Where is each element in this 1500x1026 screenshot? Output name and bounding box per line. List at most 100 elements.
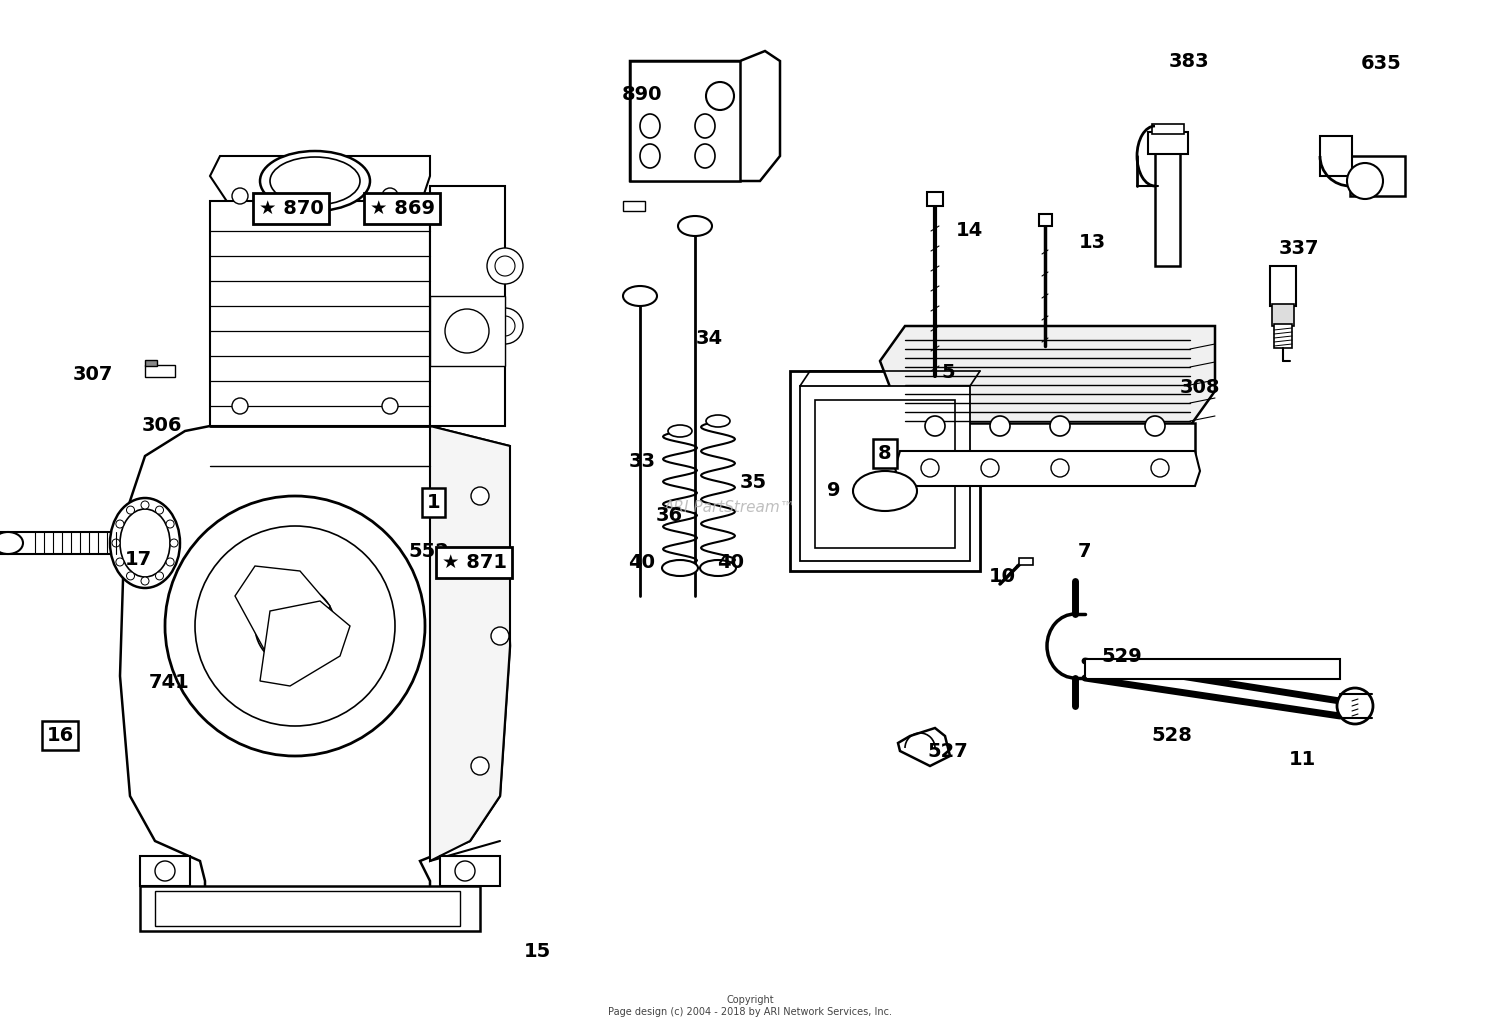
Bar bbox=[1148, 132, 1188, 154]
Circle shape bbox=[154, 861, 176, 881]
Polygon shape bbox=[260, 601, 350, 686]
Text: 15: 15 bbox=[524, 942, 550, 960]
Bar bbox=[1152, 124, 1184, 134]
Text: 528: 528 bbox=[1150, 726, 1192, 745]
Bar bbox=[140, 856, 190, 886]
Polygon shape bbox=[880, 326, 1215, 426]
Bar bbox=[1019, 558, 1034, 565]
Bar bbox=[140, 886, 480, 931]
Text: 890: 890 bbox=[621, 85, 663, 104]
Ellipse shape bbox=[678, 216, 712, 236]
Circle shape bbox=[1347, 163, 1383, 199]
Circle shape bbox=[166, 520, 174, 528]
Text: 1: 1 bbox=[426, 494, 441, 512]
Circle shape bbox=[488, 248, 524, 284]
Circle shape bbox=[166, 558, 174, 566]
Circle shape bbox=[141, 577, 148, 585]
Bar bbox=[1274, 324, 1292, 348]
Text: 40: 40 bbox=[717, 553, 744, 571]
Circle shape bbox=[116, 520, 124, 528]
Circle shape bbox=[1336, 688, 1372, 724]
Text: 5: 5 bbox=[940, 363, 956, 382]
Circle shape bbox=[1150, 459, 1168, 477]
Bar bbox=[630, 61, 740, 181]
Text: 14: 14 bbox=[956, 222, 982, 240]
Circle shape bbox=[488, 308, 524, 344]
Ellipse shape bbox=[706, 415, 730, 427]
Circle shape bbox=[126, 571, 135, 580]
Polygon shape bbox=[210, 156, 430, 206]
Text: 635: 635 bbox=[1360, 54, 1402, 73]
Text: 529: 529 bbox=[1101, 647, 1143, 666]
Text: ★ 870: ★ 870 bbox=[258, 199, 324, 218]
Ellipse shape bbox=[700, 560, 736, 576]
Text: 307: 307 bbox=[74, 365, 112, 384]
Bar bbox=[1155, 151, 1180, 266]
Ellipse shape bbox=[270, 157, 360, 205]
Text: 36: 36 bbox=[656, 506, 682, 524]
Circle shape bbox=[1144, 416, 1166, 436]
Text: Copyright
Page design (c) 2004 - 2018 by ARI Network Services, Inc.: Copyright Page design (c) 2004 - 2018 by… bbox=[608, 995, 892, 1017]
Ellipse shape bbox=[853, 471, 916, 511]
Circle shape bbox=[490, 627, 508, 645]
Polygon shape bbox=[236, 566, 330, 652]
Text: 308: 308 bbox=[1179, 379, 1221, 397]
Circle shape bbox=[158, 897, 182, 921]
Bar bbox=[146, 360, 158, 366]
Bar bbox=[790, 371, 980, 571]
Text: 16: 16 bbox=[46, 726, 74, 745]
Circle shape bbox=[427, 897, 451, 921]
Bar bbox=[430, 186, 506, 426]
Text: 337: 337 bbox=[1278, 239, 1320, 258]
Circle shape bbox=[495, 316, 514, 336]
Bar bbox=[154, 891, 460, 926]
Circle shape bbox=[328, 897, 352, 921]
Circle shape bbox=[141, 501, 148, 509]
Circle shape bbox=[156, 506, 164, 514]
Circle shape bbox=[170, 539, 178, 547]
Circle shape bbox=[471, 487, 489, 505]
Circle shape bbox=[232, 398, 248, 415]
Bar bbox=[430, 295, 506, 366]
Circle shape bbox=[706, 82, 734, 110]
Circle shape bbox=[454, 861, 476, 881]
Ellipse shape bbox=[110, 498, 180, 588]
Text: 17: 17 bbox=[124, 550, 152, 568]
Bar bbox=[146, 365, 176, 377]
Circle shape bbox=[446, 309, 489, 353]
Text: ★ 869: ★ 869 bbox=[369, 199, 435, 218]
Ellipse shape bbox=[640, 114, 660, 139]
Bar bbox=[1084, 659, 1340, 679]
Circle shape bbox=[165, 496, 424, 756]
Circle shape bbox=[1052, 459, 1070, 477]
Circle shape bbox=[156, 571, 164, 580]
Bar bbox=[1270, 266, 1296, 306]
Bar bbox=[0, 532, 146, 554]
Polygon shape bbox=[120, 426, 510, 896]
Ellipse shape bbox=[694, 114, 715, 139]
Text: 527: 527 bbox=[927, 742, 969, 760]
Circle shape bbox=[228, 897, 252, 921]
Circle shape bbox=[126, 506, 135, 514]
Circle shape bbox=[112, 539, 120, 547]
Ellipse shape bbox=[622, 286, 657, 306]
Circle shape bbox=[471, 757, 489, 775]
Text: 13: 13 bbox=[1078, 233, 1106, 251]
Bar bbox=[900, 468, 1190, 478]
Bar bbox=[1350, 156, 1406, 196]
Circle shape bbox=[926, 416, 945, 436]
Ellipse shape bbox=[694, 144, 715, 168]
Text: 40: 40 bbox=[628, 553, 656, 571]
Ellipse shape bbox=[662, 560, 698, 576]
Text: 35: 35 bbox=[740, 473, 766, 491]
Polygon shape bbox=[630, 51, 780, 181]
Text: 8: 8 bbox=[878, 444, 892, 463]
Polygon shape bbox=[896, 451, 1200, 486]
Circle shape bbox=[382, 188, 398, 204]
Ellipse shape bbox=[120, 509, 170, 577]
Text: 11: 11 bbox=[1288, 750, 1316, 768]
Bar bbox=[1320, 136, 1352, 176]
Bar bbox=[927, 192, 944, 206]
Text: 10: 10 bbox=[988, 567, 1016, 586]
Ellipse shape bbox=[0, 532, 22, 554]
